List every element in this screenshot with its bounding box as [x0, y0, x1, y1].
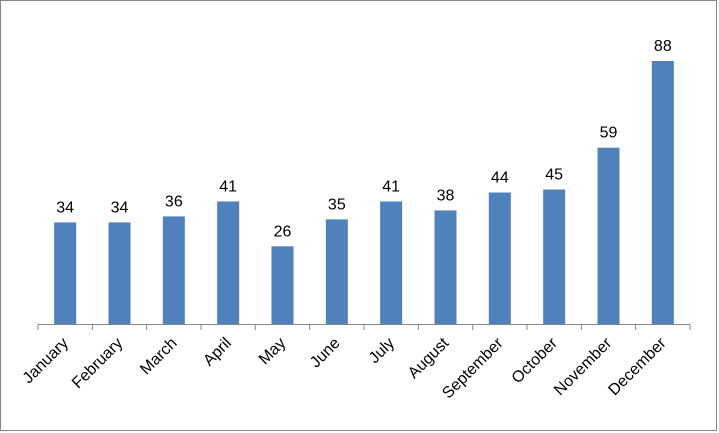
bar — [54, 222, 77, 324]
bar — [488, 192, 511, 324]
data-label: 45 — [545, 167, 563, 184]
data-label: 34 — [111, 199, 129, 216]
bar — [108, 222, 131, 324]
data-label: 41 — [219, 178, 237, 195]
bar — [217, 201, 240, 324]
bar — [651, 61, 674, 324]
bar — [597, 147, 620, 324]
data-label: 36 — [165, 193, 183, 210]
bar — [543, 189, 566, 324]
data-label: 44 — [491, 170, 509, 187]
data-label: 38 — [437, 187, 455, 204]
bar — [271, 246, 294, 324]
data-label: 26 — [274, 223, 292, 240]
bar — [380, 201, 403, 324]
data-label: 88 — [654, 38, 672, 55]
data-label: 59 — [600, 125, 618, 142]
data-label: 34 — [56, 199, 74, 216]
bar — [434, 210, 457, 324]
bar — [162, 216, 185, 324]
bar — [325, 219, 348, 324]
data-label: 41 — [382, 178, 400, 195]
data-label: 35 — [328, 196, 346, 213]
